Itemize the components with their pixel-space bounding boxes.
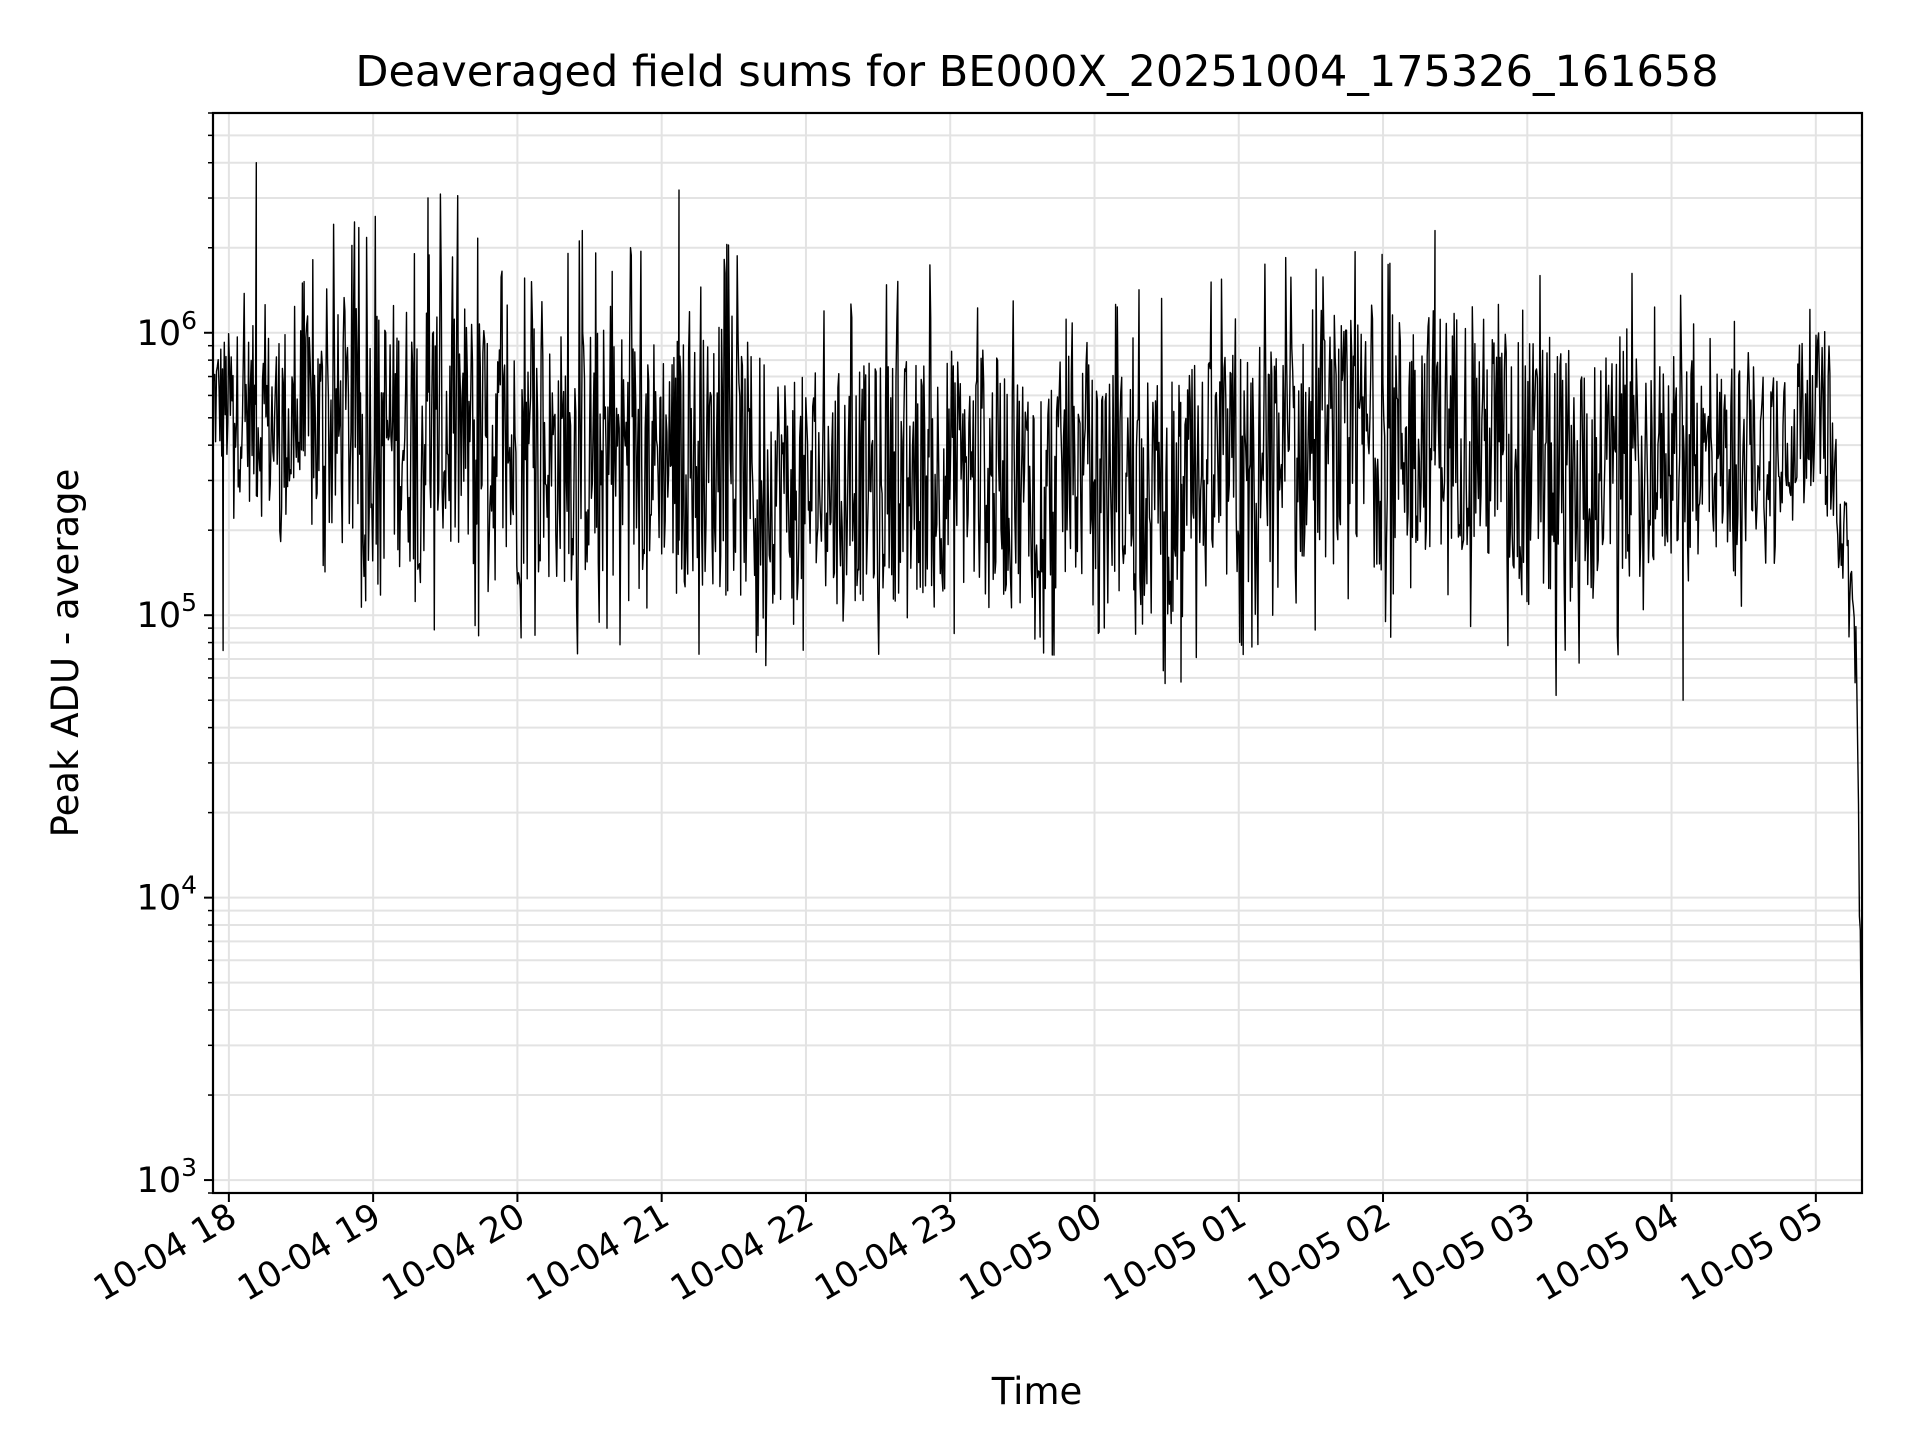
x-tick-label: 10-04 19 [231,1196,387,1309]
axis-ticks [204,112,1817,1202]
y-tick-exponent: 6 [181,306,197,335]
grid [213,112,1862,1194]
y-axis-label: Peak ADU - average [44,469,87,838]
x-tick-label: 10-05 00 [953,1196,1109,1309]
plot-area [212,162,1863,1139]
x-tick-label: 10-05 02 [1241,1196,1397,1309]
x-tick-label: 10-05 01 [1097,1196,1253,1309]
x-tick-label: 10-04 18 [87,1196,243,1309]
x-tick-label: 10-04 22 [664,1196,820,1309]
y-tick-label: 104 [137,871,197,919]
x-tick-label: 10-05 03 [1386,1196,1542,1309]
y-tick-base: 10 [137,314,182,354]
y-tick-label: 106 [137,306,197,354]
plot-frame [211,111,1864,1195]
y-tick-exponent: 5 [181,588,197,617]
y-tick-base: 10 [137,879,182,919]
x-tick-label: 10-05 04 [1530,1196,1686,1309]
y-tick-exponent: 3 [181,1153,197,1182]
x-tick-label: 10-04 23 [808,1196,964,1309]
chart-title: Deaveraged field sums for BE000X_2025100… [355,47,1718,97]
x-axis-label: Time [991,1370,1083,1413]
x-tick-label: 10-04 21 [520,1196,676,1309]
x-tick-label: 10-05 05 [1674,1196,1830,1309]
y-tick-label: 103 [137,1153,197,1201]
y-tick-label: 105 [137,588,197,636]
data-series-line [212,162,1863,1139]
y-tick-base: 10 [137,1161,182,1201]
x-tick-label: 10-04 20 [376,1196,532,1309]
y-tick-exponent: 4 [181,871,197,900]
y-tick-base: 10 [137,596,182,636]
